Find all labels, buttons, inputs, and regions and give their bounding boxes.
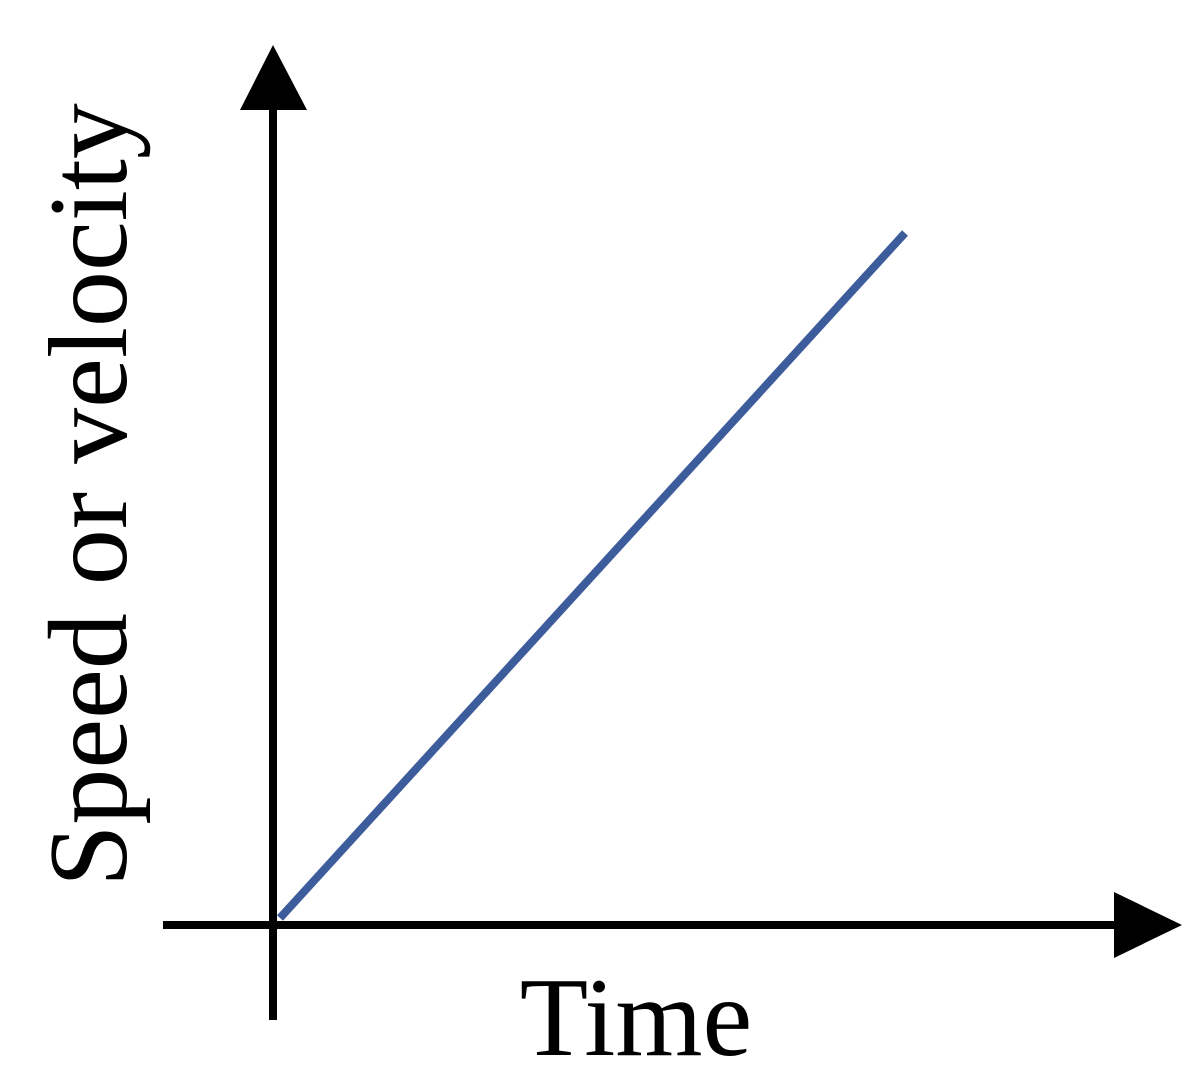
y-axis-arrow — [240, 45, 307, 110]
x-axis-arrow — [1114, 892, 1182, 958]
x-axis-label: Time — [520, 956, 752, 1076]
y-axis-label: Speed or velocity — [27, 103, 151, 887]
trend-line — [277, 230, 908, 921]
